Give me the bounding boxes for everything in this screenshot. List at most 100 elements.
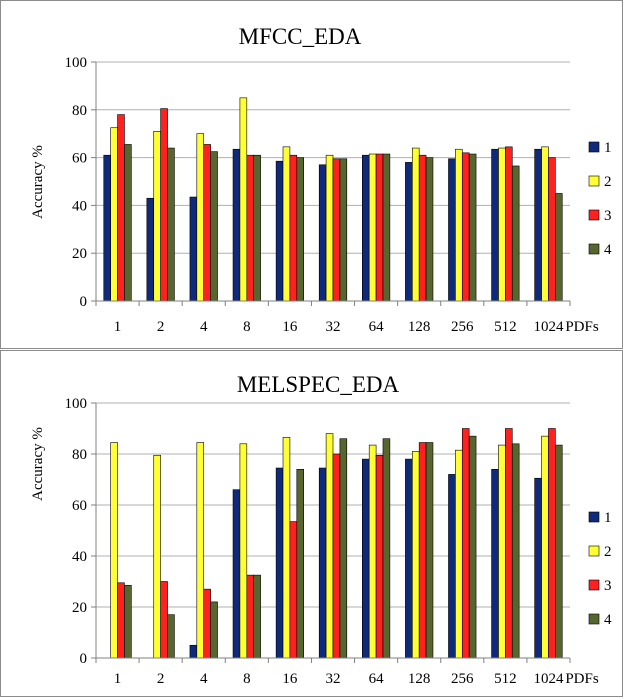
bar-series-3-16 (289, 154, 298, 302)
legend-swatch (588, 141, 600, 153)
bar-series-3-32 (332, 158, 341, 302)
bar-series-3-64 (375, 153, 384, 302)
bar-series-3-512 (505, 146, 513, 302)
legend-swatch (588, 511, 600, 523)
bar-series-4-512 (511, 165, 520, 302)
bar-series-4-8 (253, 574, 261, 659)
bar-series-3-64 (375, 454, 384, 659)
x-tick-label: 128 (408, 671, 431, 687)
bar-series-1-1024 (534, 477, 542, 659)
bar-series-1-8 (232, 148, 241, 302)
axes (91, 402, 571, 663)
bar-series-3-1 (117, 582, 125, 659)
x-tick-label: 32 (326, 319, 341, 335)
y-ticks: 0 20 40 60 80 100 (65, 55, 88, 310)
panel-frame (0, 0, 623, 349)
bar-series-4-64 (382, 438, 391, 659)
bar-series-1-4 (189, 196, 198, 302)
x-tick-label: 512 (494, 319, 517, 335)
x-tick-label: 256 (451, 671, 474, 687)
bar-series-3-4 (203, 588, 211, 659)
legend-swatch (588, 243, 600, 255)
bar-series-2-1024 (541, 435, 549, 659)
bar-series-1-1024 (534, 148, 542, 302)
bar-series-4-256 (468, 435, 477, 659)
bar-series-1-512 (491, 148, 499, 302)
bar-series-1-4 (189, 644, 198, 659)
bar-series-3-32 (332, 453, 341, 659)
bar-series-2-32 (325, 154, 334, 302)
y-tick-label: 80 (72, 447, 87, 463)
bar-series-1-256 (448, 158, 456, 302)
bar-series-4-8 (253, 154, 261, 302)
y-ticks: 0 20 40 60 80 100 (65, 396, 88, 667)
bar-series-3-256 (461, 152, 470, 302)
bar-series-4-64 (382, 153, 391, 302)
bar-series-4-16 (296, 157, 304, 302)
axes (91, 61, 571, 306)
x-tick-label: 1024 (533, 319, 564, 335)
bar-series-4-32 (339, 158, 348, 302)
x-tick-label: 64 (369, 319, 385, 335)
bar-series-4-32 (339, 438, 348, 659)
bar-series-2-512 (498, 444, 506, 659)
x-tick-label: 256 (451, 319, 474, 335)
bar-series-1-8 (232, 489, 241, 659)
bar-series-3-1024 (548, 428, 556, 659)
bar-series-3-256 (461, 428, 470, 659)
bar-series-2-16 (282, 146, 291, 302)
bar-series-4-128 (425, 157, 434, 302)
bar-series-2-256 (455, 148, 463, 302)
legend-swatch (588, 175, 600, 187)
legend: 1 2 3 4 (588, 140, 612, 258)
bar-series-1-256 (448, 474, 456, 659)
legend-label: 4 (604, 242, 612, 258)
bar-series-4-1024 (555, 444, 563, 659)
y-tick-label: 100 (65, 396, 88, 412)
bar-series-4-1 (124, 585, 132, 659)
x-tick-label: 8 (243, 671, 251, 687)
x-tick-label: 16 (282, 671, 298, 687)
bar-series-4-128 (425, 442, 434, 659)
bar-series-1-32 (318, 164, 327, 302)
x-axis-label: PDFs (565, 671, 599, 687)
x-tick-label: 1 (114, 671, 122, 687)
bars (103, 97, 563, 302)
bar-series-4-2 (167, 147, 175, 302)
y-tick-label: 60 (72, 498, 87, 514)
panel-frame (0, 350, 623, 697)
bar-series-4-2 (167, 614, 175, 659)
x-tick-label: 2 (157, 319, 165, 335)
bar-series-2-64 (368, 153, 377, 302)
legend-label: 1 (604, 510, 612, 526)
legend-swatch (588, 545, 600, 557)
bar-series-2-256 (455, 449, 463, 659)
bar-series-4-4 (210, 151, 218, 302)
bar-series-2-32 (325, 433, 334, 659)
legend-label: 2 (604, 174, 612, 190)
bar-series-4-1024 (555, 193, 563, 302)
bar-series-2-1024 (541, 146, 549, 302)
bar-series-3-128 (418, 442, 427, 659)
legend-label: 3 (604, 208, 612, 224)
x-tick-label: 1 (114, 319, 122, 335)
y-axis-label: Accuracy % (30, 145, 46, 219)
bar-series-2-1 (110, 127, 118, 302)
x-tick-label: 4 (200, 319, 208, 335)
bar-series-2-8 (239, 97, 248, 302)
bar-series-4-16 (296, 468, 304, 659)
x-tick-label: 128 (408, 319, 431, 335)
bar-series-1-16 (275, 160, 284, 302)
x-tick-label: 64 (369, 671, 385, 687)
y-tick-label: 60 (72, 151, 87, 167)
bar-series-3-128 (418, 154, 427, 302)
bar-series-1-1 (103, 154, 111, 302)
chart-title: MFCC_EDA (239, 24, 362, 49)
bar-series-4-256 (468, 153, 477, 302)
bar-series-3-2 (160, 108, 168, 302)
bar-series-2-4 (196, 133, 205, 302)
y-tick-label: 80 (72, 103, 87, 119)
bar-series-3-1024 (548, 157, 556, 302)
